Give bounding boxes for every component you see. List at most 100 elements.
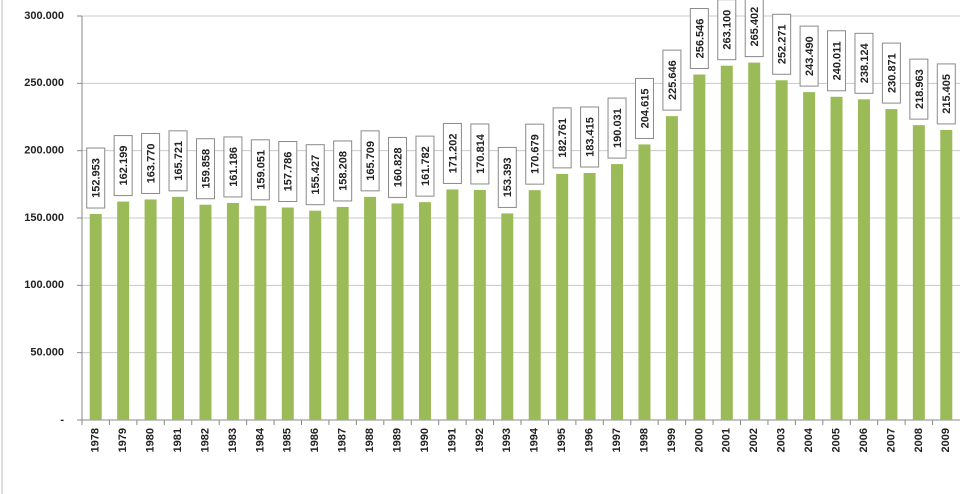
x-tick-label: 1997 <box>611 428 623 452</box>
x-tick-label: 1978 <box>90 428 102 452</box>
value-label-text: 157.786 <box>283 152 295 192</box>
value-label: 218.963 <box>909 58 929 120</box>
bar <box>226 202 239 420</box>
value-label-text: 170.814 <box>475 133 487 174</box>
value-label: 155.427 <box>305 144 325 206</box>
value-label-box <box>854 32 874 94</box>
value-label-text: 265.402 <box>749 7 761 47</box>
x-tick-label: 1988 <box>364 428 376 452</box>
value-label-box <box>634 77 654 139</box>
bar <box>775 80 788 420</box>
value-label-text: 252.271 <box>777 24 789 64</box>
x-tick-label: 1993 <box>501 428 513 452</box>
value-label-text: 155.427 <box>310 155 322 195</box>
value-label-box <box>909 58 929 120</box>
value-label-text: 171.202 <box>447 134 459 174</box>
x-tick-label: 1981 <box>172 428 184 452</box>
value-label: 159.051 <box>250 139 270 201</box>
bar <box>281 207 294 420</box>
value-label: 230.871 <box>881 42 901 104</box>
bar <box>556 173 569 420</box>
x-tick-label: 2004 <box>803 427 815 452</box>
value-label: 225.646 <box>662 49 682 111</box>
value-label-box <box>607 97 627 159</box>
value-label-box <box>223 136 243 198</box>
value-label-box <box>388 136 408 198</box>
value-label-box <box>250 139 270 201</box>
value-label: 240.011 <box>827 30 847 92</box>
x-tick-label: 2005 <box>830 428 842 452</box>
value-label: 165.709 <box>360 130 380 192</box>
y-tick-label: 200.000 <box>24 145 64 157</box>
value-label-text: 165.721 <box>173 141 185 181</box>
value-label-box <box>497 146 517 208</box>
value-label: 160.828 <box>388 136 408 198</box>
value-label: 252.271 <box>772 13 792 75</box>
value-label-box <box>168 130 188 192</box>
value-label: 170.679 <box>525 123 545 185</box>
value-label-box <box>113 135 133 197</box>
bar <box>720 65 733 420</box>
x-tick-label: 1998 <box>638 428 650 452</box>
bar <box>583 173 596 420</box>
value-label-box <box>278 141 298 203</box>
value-label-box <box>744 0 764 58</box>
bar <box>940 129 953 420</box>
value-label: 182.761 <box>552 107 572 169</box>
value-label-box <box>86 147 106 209</box>
x-tick-label: 1994 <box>529 427 541 452</box>
bar <box>391 203 404 420</box>
bar <box>89 214 102 420</box>
y-tick-label: 50.000 <box>30 347 64 359</box>
value-label-box <box>580 106 600 168</box>
value-label-text: 159.858 <box>200 149 212 189</box>
x-tick-label: 2009 <box>940 428 952 452</box>
x-tick-label: 1980 <box>145 428 157 452</box>
bar <box>144 199 157 420</box>
value-label: 158.208 <box>333 140 353 202</box>
value-label-box <box>827 30 847 92</box>
value-label-text: 204.615 <box>639 89 651 129</box>
value-label: 204.615 <box>634 77 654 139</box>
value-label: 263.100 <box>717 0 737 61</box>
value-label-box <box>333 140 353 202</box>
bar <box>830 96 843 420</box>
value-label: 153.393 <box>497 146 517 208</box>
value-label-text: 218.963 <box>914 69 926 109</box>
value-label: 157.786 <box>278 141 298 203</box>
bar <box>501 213 514 420</box>
bar <box>885 109 898 420</box>
value-label: 162.199 <box>113 135 133 197</box>
value-label-box <box>442 122 462 184</box>
value-label-text: 182.761 <box>557 118 569 158</box>
bar <box>665 116 678 420</box>
value-label-text: 158.208 <box>338 151 350 191</box>
value-label: 161.186 <box>223 136 243 198</box>
bar <box>912 125 925 421</box>
value-label-text: 243.490 <box>804 36 816 76</box>
x-tick-label: 1982 <box>199 428 211 452</box>
y-tick-label: - <box>60 414 64 426</box>
value-label-box <box>195 138 215 200</box>
x-tick-label: 1987 <box>337 428 349 452</box>
x-tick-label: 1986 <box>309 428 321 452</box>
value-label-box <box>552 107 572 169</box>
value-label: 171.202 <box>442 122 462 184</box>
bar <box>803 92 816 421</box>
value-label: 265.402 <box>744 0 764 58</box>
value-label: 159.858 <box>195 138 215 200</box>
bar <box>418 202 431 420</box>
bar <box>611 164 624 420</box>
bar <box>117 201 130 420</box>
x-tick-label: 1995 <box>556 428 568 452</box>
value-label-text: 183.415 <box>585 117 597 157</box>
value-label: 256.546 <box>689 8 709 70</box>
value-label-text: 160.828 <box>392 148 404 188</box>
value-label-box <box>881 42 901 104</box>
value-label-text: 238.124 <box>859 43 871 84</box>
value-label-text: 161.186 <box>228 147 240 187</box>
value-label: 190.031 <box>607 97 627 159</box>
value-label-text: 240.011 <box>831 41 843 80</box>
y-tick-label: 250.000 <box>24 77 64 89</box>
x-tick-label: 2003 <box>776 428 788 452</box>
